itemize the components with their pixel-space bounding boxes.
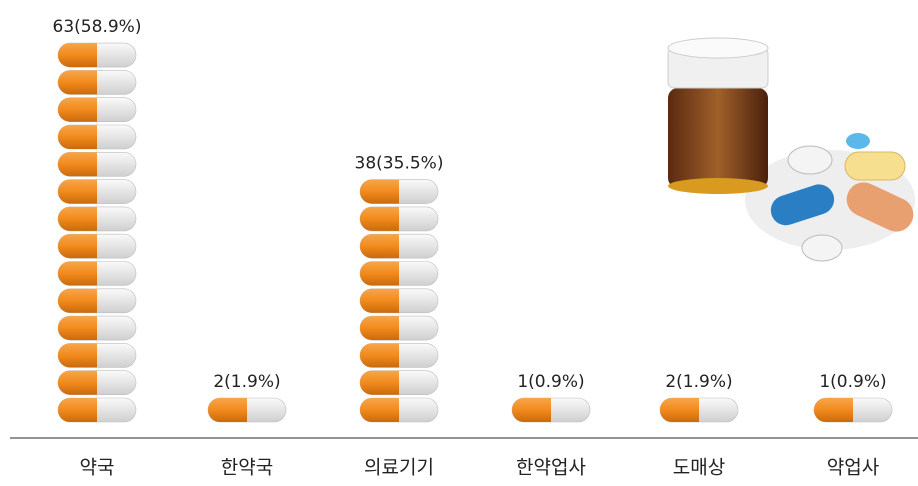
capsule-left-joint xyxy=(85,179,97,204)
capsule-stack xyxy=(207,397,287,423)
value-label: 2(1.9%) xyxy=(213,372,280,392)
capsule-left-joint xyxy=(85,152,97,177)
x-tick-label: 의료기기 xyxy=(364,457,434,479)
capsule-left-joint xyxy=(85,125,97,149)
capsule-stack xyxy=(57,42,137,423)
capsule-left-joint xyxy=(387,234,399,259)
value-label: 1(0.9%) xyxy=(819,372,886,392)
value-label: 63(58.9%) xyxy=(53,17,142,37)
capsule-left-joint xyxy=(539,398,551,422)
capsule-stack xyxy=(659,397,739,423)
capsule-stack xyxy=(813,397,893,423)
x-tick-label: 약업사 xyxy=(827,457,879,479)
capsule-left-joint xyxy=(387,179,399,204)
x-tick-label: 도매상 xyxy=(673,457,725,479)
capsule-left-joint xyxy=(387,316,399,341)
value-label: 2(1.9%) xyxy=(665,372,732,392)
value-label: 1(0.9%) xyxy=(517,372,584,392)
capsule-left-joint xyxy=(85,70,97,95)
capsule-left-joint xyxy=(85,343,97,368)
capsule-left-joint xyxy=(85,370,97,395)
capsule-left-joint xyxy=(687,398,699,422)
value-label: 38(35.5%) xyxy=(355,154,444,174)
capsule-left-joint xyxy=(85,316,97,341)
capsule-left-joint xyxy=(85,398,97,422)
capsule-stack xyxy=(511,397,591,423)
pill-bottle-illustration xyxy=(667,37,915,262)
capsule-left-joint xyxy=(85,288,97,313)
x-tick-label: 한약국 xyxy=(221,457,273,479)
capsule-left-joint xyxy=(387,288,399,313)
capsule-left-joint xyxy=(387,206,399,231)
capsule-left-joint xyxy=(235,398,247,422)
capsule-left-joint xyxy=(85,43,97,68)
capsule-left-joint xyxy=(841,398,853,422)
x-tick-label: 약국 xyxy=(80,457,115,479)
capsule-left-joint xyxy=(387,261,399,286)
capsule-left-joint xyxy=(85,97,97,122)
capsule-left-joint xyxy=(387,343,399,368)
x-tick-label: 한약업사 xyxy=(516,457,586,479)
capsule-left-joint xyxy=(387,398,399,422)
capsule-left-joint xyxy=(85,206,97,231)
capsule-left-joint xyxy=(85,234,97,259)
capsule-stack xyxy=(359,179,439,423)
capsule-left-joint xyxy=(85,261,97,286)
capsule-left-joint xyxy=(387,370,399,395)
